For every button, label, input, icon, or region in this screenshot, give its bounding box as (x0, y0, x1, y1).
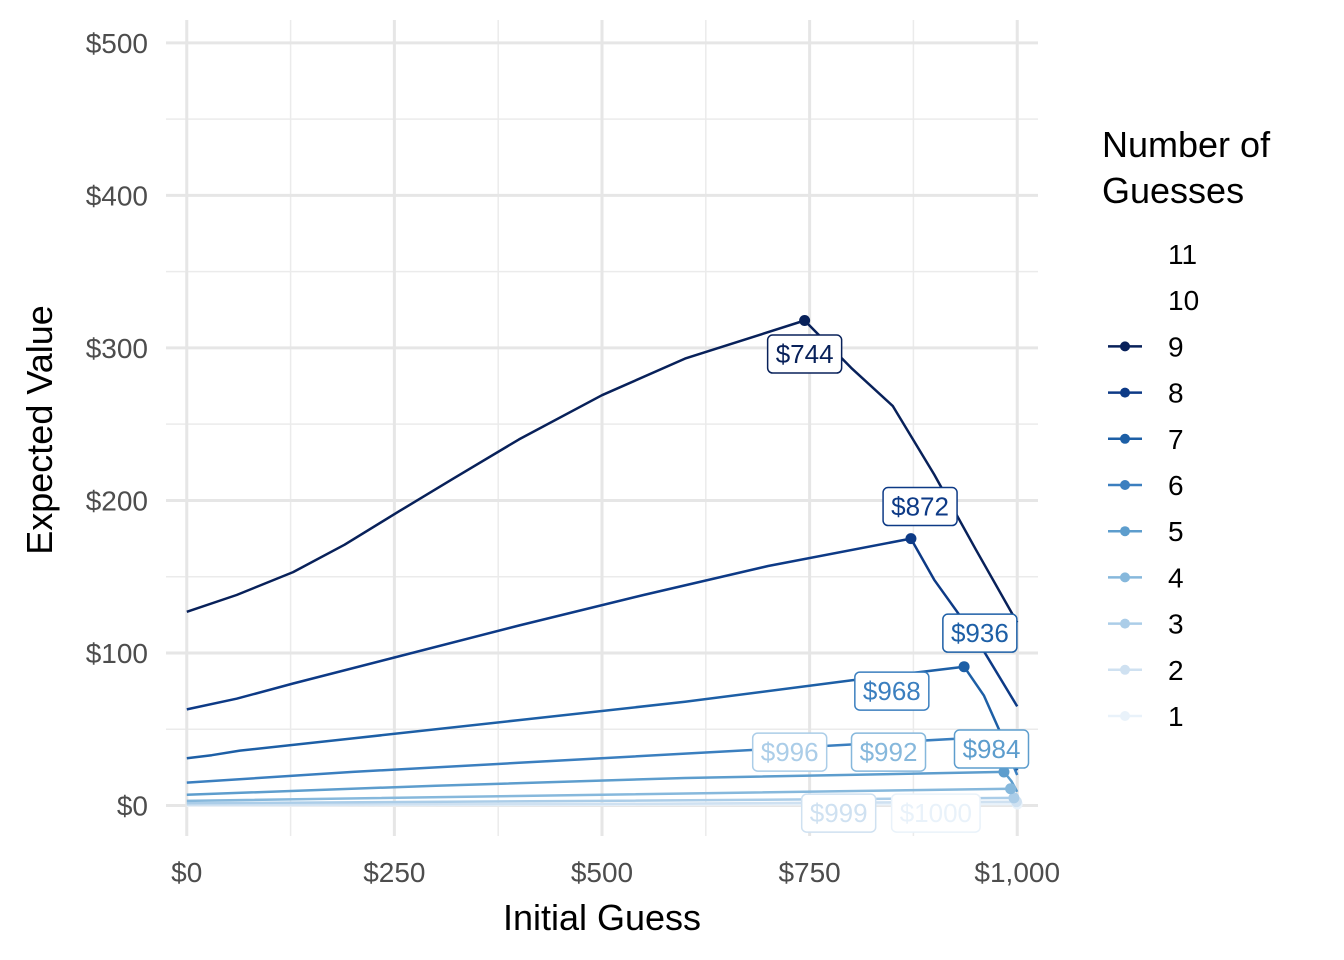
series-line-5 (186, 770, 1019, 797)
legend-key-point (1120, 618, 1130, 629)
data-label-box (766, 334, 843, 374)
legend-entry-5: 5 (1108, 516, 1184, 547)
legend-label: 10 (1168, 285, 1199, 316)
data-label-box (953, 729, 1030, 769)
x-tick-label: $250 (363, 857, 425, 888)
peak-point-8 (905, 533, 917, 545)
y-axis-title: Expected Value (19, 305, 60, 555)
legend-key-point (1120, 526, 1130, 537)
grid-major (166, 20, 1038, 836)
x-tick-label: $0 (171, 857, 202, 888)
legend-key-point (1120, 711, 1130, 721)
data-label-5: $984 (953, 729, 1030, 769)
x-tick-label: $500 (571, 857, 633, 888)
y-tick-label: $200 (86, 485, 148, 516)
data-label-9: $744 (766, 334, 843, 374)
legend: Number of Guesses 11 10 9 8 7 6 5 4 3 2 1 (1102, 124, 1271, 732)
data-label-text: $992 (860, 737, 918, 767)
series-line-9 (186, 319, 1019, 624)
data-label-3: $996 (751, 732, 828, 772)
data-label-4: $992 (850, 732, 927, 772)
peak-point-7 (958, 661, 970, 673)
x-axis-title: Initial Guess (503, 897, 701, 938)
y-tick-label: $100 (86, 638, 148, 669)
legend-key-point (1120, 572, 1130, 583)
legend-key-point (1120, 341, 1130, 352)
legend-key-point (1120, 480, 1130, 490)
peak-point-3 (1008, 792, 1020, 804)
data-label-8: $872 (882, 486, 958, 527)
data-label-text: $872 (891, 492, 949, 522)
peak-point-5 (998, 766, 1010, 778)
data-label-text: $968 (863, 676, 921, 706)
legend-label: 11 (1168, 239, 1197, 270)
data-label-box (850, 732, 927, 772)
legend-entry-9: 9 (1108, 331, 1184, 362)
data-label-box (890, 793, 981, 833)
legend-title-line: Number of (1102, 124, 1271, 165)
data-label-box (882, 486, 958, 527)
data-label-box (751, 732, 828, 772)
data-label-6: $968 (854, 671, 930, 711)
legend-entry-11: 11 (1108, 239, 1197, 270)
data-label-box (942, 613, 1018, 653)
x-tick-labels: $0 $250 $500 $750 $1,000 (171, 857, 1060, 888)
legend-label: 2 (1168, 655, 1184, 686)
data-label-1: $1000 (890, 793, 981, 833)
peak-point-4 (1005, 783, 1017, 795)
legend-key-point (1120, 387, 1130, 398)
data-labels: $1000 $999 $996 $992 $984 $968 $936 $872 $744 (751, 334, 1030, 833)
legend-label: 3 (1168, 609, 1184, 640)
data-label-box (854, 671, 930, 711)
legend-label: 4 (1168, 562, 1184, 593)
data-label-text: $744 (776, 339, 834, 369)
x-tick-label: $1,000 (974, 857, 1060, 888)
legend-entry-7: 7 (1108, 424, 1184, 455)
legend-entry-1: 1 (1108, 701, 1184, 732)
data-label-text: $984 (963, 734, 1021, 764)
legend-key-point (1120, 664, 1130, 675)
legend-entry-10: 10 (1108, 285, 1199, 316)
data-label-box (800, 793, 877, 833)
legend-entry-3: 3 (1108, 609, 1184, 640)
legend-entry-6: 6 (1108, 470, 1184, 501)
data-label-7: $936 (942, 613, 1018, 653)
y-tick-label: $300 (86, 333, 148, 364)
legend-key-point (1120, 433, 1130, 444)
legend-label: 1 (1168, 701, 1184, 732)
x-tick-label: $750 (778, 857, 840, 888)
y-tick-label: $400 (86, 180, 148, 211)
legend-entry-8: 8 (1108, 378, 1184, 409)
legend-label: 9 (1168, 331, 1184, 362)
data-label-text: $996 (761, 737, 819, 767)
series-line-8 (186, 537, 1019, 711)
y-tick-label: $0 (117, 790, 148, 821)
y-tick-labels: $0 $100 $200 $300 $400 $500 (86, 28, 148, 822)
legend-title-line: Guesses (1102, 170, 1244, 211)
peak-point-9 (799, 314, 811, 326)
legend-label: 7 (1168, 424, 1184, 455)
data-label-text: $1000 (900, 798, 972, 828)
data-label-2: $999 (800, 793, 877, 833)
legend-entry-4: 4 (1108, 562, 1184, 593)
legend-label: 8 (1168, 378, 1184, 409)
legend-entry-2: 2 (1108, 655, 1184, 686)
legend-label: 6 (1168, 470, 1184, 501)
data-label-text: $936 (951, 618, 1009, 648)
y-tick-label: $500 (86, 28, 148, 59)
data-label-text: $999 (810, 798, 868, 828)
legend-label: 5 (1168, 516, 1184, 547)
series-line-7 (186, 665, 1019, 771)
